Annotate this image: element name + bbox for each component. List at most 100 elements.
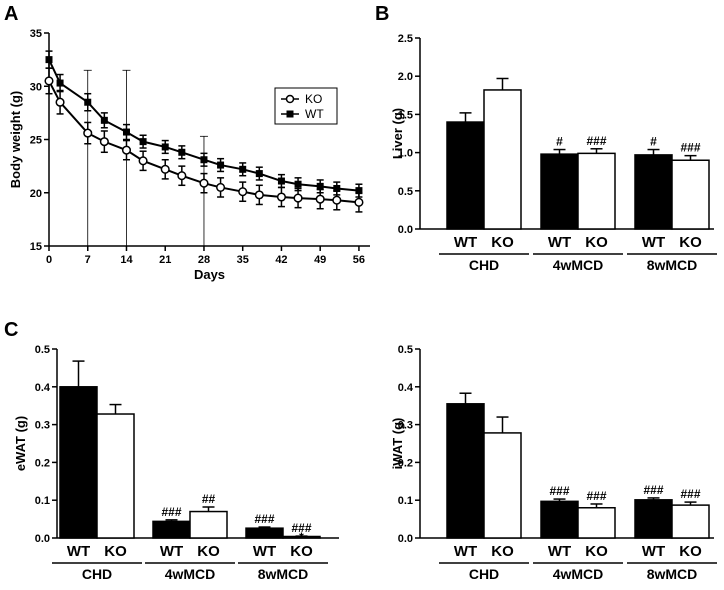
bar-ko [577,507,616,539]
group-label: 8wMCD [647,566,698,582]
data-point-ko [293,193,303,203]
bar-category-label: WT [548,234,571,251]
group-label: CHD [469,566,499,582]
data-point-ko [99,137,109,147]
bar-category-label: WT [548,543,571,560]
bar-wt [446,403,485,539]
group-label: CHD [469,257,499,273]
data-point-ko [354,197,364,207]
x-tick-label: 0 [46,254,52,266]
group-label: CHD [82,566,112,582]
group-label: 4wMCD [553,257,604,273]
significance-label: ### [643,483,663,497]
data-point-wt [200,156,208,164]
y-tick-label: 1.0 [398,148,413,160]
data-point-ko [138,156,148,166]
panel-letter-b: B [375,3,389,25]
y-tick-label: 1.5 [398,109,413,121]
data-point-wt [139,138,147,146]
bar-category-label: WT [454,543,477,560]
significance-star: * [299,530,304,544]
x-tick-label: 49 [314,254,326,266]
group-label: 4wMCD [165,566,216,582]
significance-label: ### [161,505,181,519]
data-point-ko [44,76,54,86]
y-tick-label: 2.5 [398,33,413,45]
x-tick-label: 28 [198,254,210,266]
x-tick-label: 21 [159,254,171,266]
y-tick-label: 0.2 [398,457,413,469]
y-tick-label: 15 [30,241,42,253]
data-point-wt [217,161,225,169]
data-point-ko [160,164,170,174]
y-tick-label: 35 [30,28,42,40]
data-point-ko [332,195,342,205]
data-point-wt [294,180,302,188]
bar-category-label: WT [160,543,183,560]
y-tick-label: 0.0 [398,224,413,236]
significance-label: ### [254,512,274,526]
group-label: 8wMCD [258,566,309,582]
y-tick-label: 0.1 [398,495,413,507]
legend-label-ko: KO [305,92,322,106]
y-tick-label: 0.5 [398,344,413,356]
legend-label-wt: WT [305,107,324,121]
significance-label: ### [549,484,569,498]
bar-ko [189,510,228,539]
x-tick-label: 35 [237,254,249,266]
data-point-ko [216,182,226,192]
data-point-wt [56,79,64,87]
y-tick-label: 0.5 [35,344,50,356]
bar-wt [59,386,98,539]
y-tick-label: 0.0 [398,533,413,545]
data-point-wt [161,143,169,151]
data-point-wt [122,128,130,136]
data-point-ko [238,187,248,197]
bar-category-label: KO [290,543,313,560]
y-tick-label: 0.4 [398,382,414,394]
bar-category-label: KO [585,234,608,251]
significance-label: ### [680,487,700,501]
bar-category-label: KO [491,234,514,251]
bar-category-label: WT [67,543,90,560]
bar-wt [634,499,673,539]
data-point-ko [177,171,187,181]
bar-wt [245,527,284,539]
bar-ko [96,413,135,539]
bar-category-label: KO [679,543,702,560]
bar-ko [483,89,522,230]
x-axis-label: Days [194,267,225,282]
bar-category-label: KO [679,234,702,251]
bar-category-label: KO [585,543,608,560]
significance-label: ### [680,141,700,155]
y-tick-label: 0.0 [35,533,50,545]
data-point-wt [178,148,186,156]
data-point-ko [254,190,264,200]
y-axis-label: eWAT (g) [13,416,28,471]
significance-label: ### [586,489,606,503]
body-weight-line-chart: 15 20 25 30 35 0 7 14 21 28 35 42 49 56 Days Body weigh… [8,28,370,282]
y-tick-label: 0.1 [35,495,50,507]
legend-marker-wt [286,110,294,118]
y-tick-label: 0.2 [35,457,50,469]
y-tick-label: 0.4 [35,382,51,394]
bar-wt [446,121,485,230]
x-tick-label: 42 [275,254,287,266]
bar-category-label: KO [491,543,514,560]
y-tick-label: 25 [30,135,42,147]
y-axis-label: Liver (g) [390,108,405,159]
bar-category-label: WT [253,543,276,560]
x-tick-label: 56 [353,254,365,266]
bar-ko [577,152,616,230]
significance-label: # [556,135,563,149]
bar-ko [483,432,522,539]
bar-ko [671,159,710,230]
significance-label: ### [586,134,606,148]
legend-marker-ko [285,94,295,104]
bar-category-label: WT [642,234,665,251]
data-point-wt [333,184,341,192]
bar-wt [540,153,579,230]
y-tick-label: 0.5 [398,186,413,198]
